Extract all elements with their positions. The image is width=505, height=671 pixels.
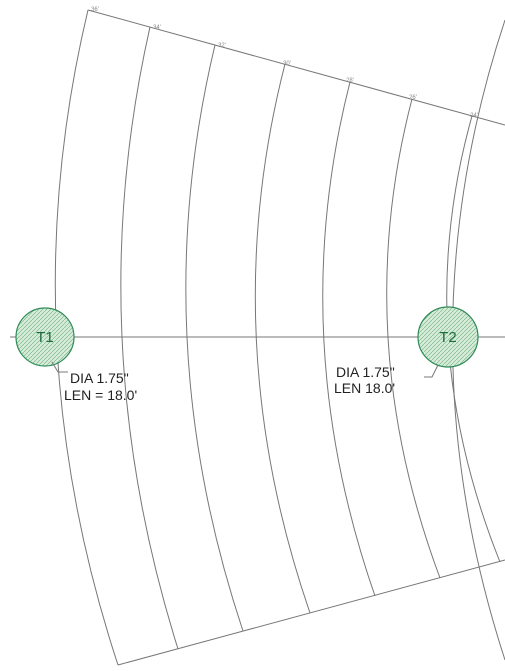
leader bbox=[424, 364, 439, 378]
station-labels: 36' 34' 32' 30' 28' 26' 24' bbox=[91, 7, 478, 119]
leader bbox=[51, 361, 68, 373]
station-label: 30' bbox=[283, 61, 291, 67]
station-label: 34' bbox=[153, 25, 161, 31]
tendon-t2: T2 DIA 1.75" LEN 18.0' bbox=[334, 306, 479, 396]
tendon-tag: T1 bbox=[36, 329, 54, 346]
station-label: 32' bbox=[218, 43, 226, 49]
dia-label: DIA 1.75" bbox=[70, 370, 129, 386]
tendon-circle bbox=[417, 306, 479, 368]
tendon-t1: T1 DIA 1.75" LEN = 18.0' bbox=[15, 307, 137, 403]
station-label: 36' bbox=[91, 7, 99, 13]
station-label: 24' bbox=[470, 113, 478, 119]
tendon-circle bbox=[15, 307, 75, 367]
len-label: LEN = 18.0' bbox=[64, 387, 137, 403]
tendon-tag: T2 bbox=[439, 329, 457, 346]
station-label: 26' bbox=[409, 95, 417, 101]
station-label: 28' bbox=[346, 78, 354, 84]
dia-label: DIA 1.75" bbox=[336, 364, 395, 380]
len-label: LEN 18.0' bbox=[334, 380, 395, 396]
